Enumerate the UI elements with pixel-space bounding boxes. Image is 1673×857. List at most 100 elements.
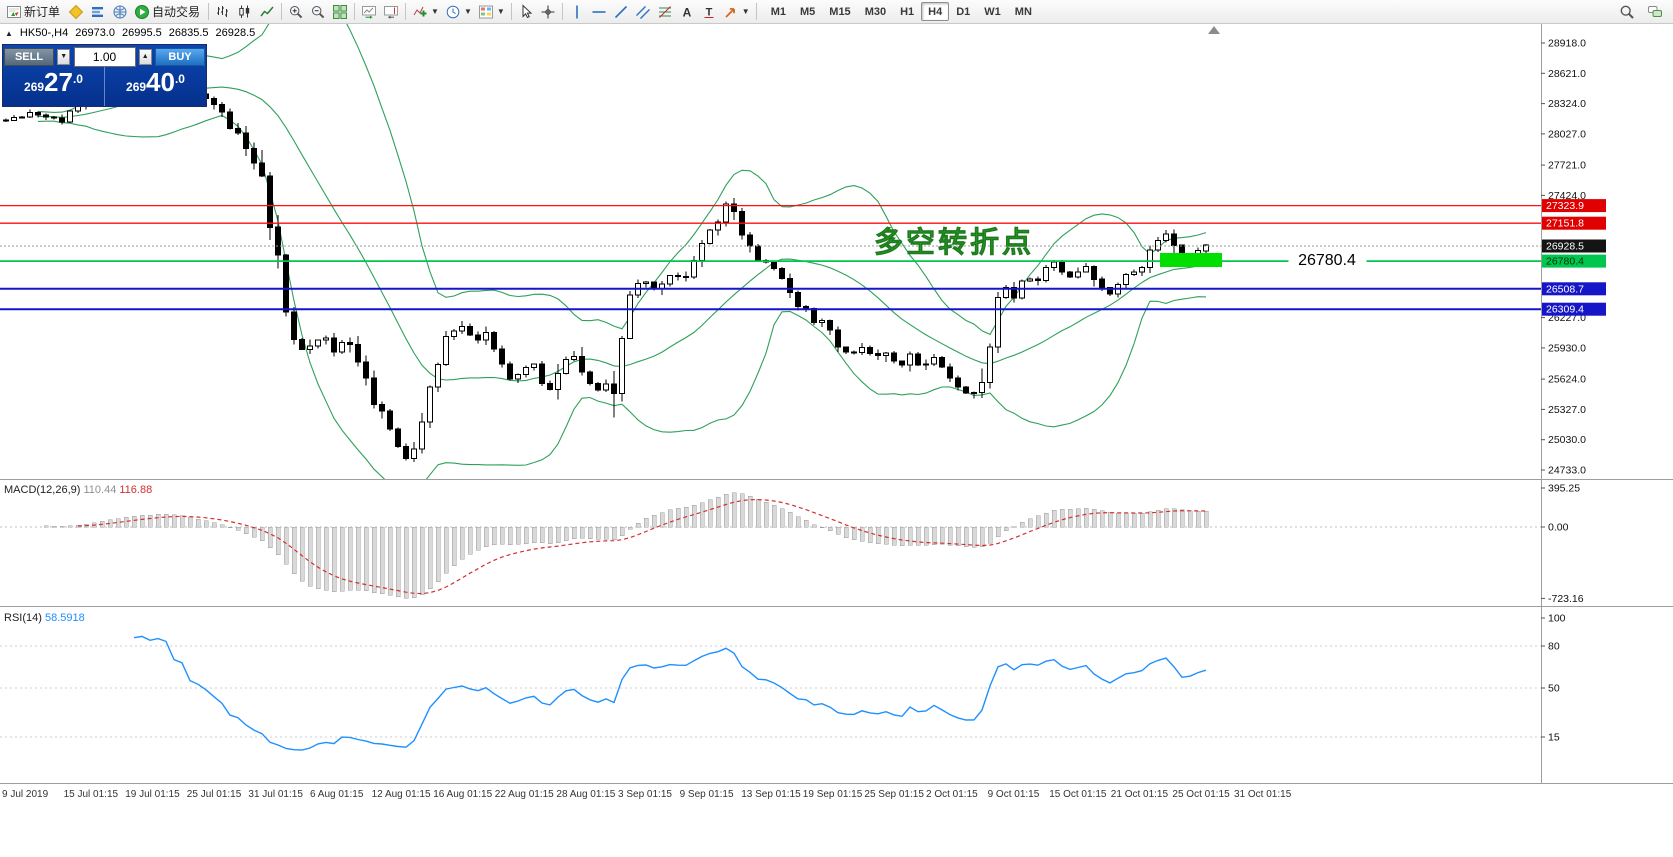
macd-histogram-bar [691,504,697,528]
ohlc-low: 26835.5 [168,27,209,39]
line-chart-mode-button[interactable] [256,2,278,22]
timeframe-button-h1[interactable]: H1 [893,2,921,21]
indicators-button[interactable]: ▼ [409,2,442,22]
sell-price[interactable]: 269 27.0 [24,67,83,97]
one-click-collapse-toggle[interactable]: ▲ [5,28,13,38]
vertical-line-button[interactable] [566,2,588,22]
annotation-price-label-box[interactable] [1288,248,1367,273]
macd-histogram-bar [1187,510,1193,528]
macd-histogram-bar [739,493,745,528]
macd-histogram-bar [619,526,625,537]
macd-histogram [43,492,1209,599]
candle-body [987,346,993,383]
bar-chart-mode-button[interactable] [212,2,234,22]
price-badge [1542,199,1606,213]
macd-histogram-bar [627,526,633,530]
chat-button[interactable] [1644,2,1666,22]
macd-histogram-bar [515,526,521,545]
candle-body [667,275,673,285]
timeframe-button-mn[interactable]: MN [1008,2,1039,21]
text-label-button[interactable]: T [698,2,720,22]
macd-histogram-bar [659,512,665,528]
chart-shift-marker[interactable] [1208,26,1220,34]
candle-body [579,355,585,373]
metaquotes-services-button[interactable] [109,2,131,22]
price-badge-label: 26928.5 [1546,241,1584,253]
vertical-line-icon [569,4,585,20]
sell-button[interactable]: SELL [4,47,54,66]
price-axis-label: 27424.0 [1548,190,1586,202]
crosshair-button[interactable] [537,2,559,22]
volume-input[interactable] [73,46,136,67]
macd-histogram-bar [1043,512,1049,528]
macd-histogram-bar [147,514,153,528]
timeframe-button-w1[interactable]: W1 [977,2,1008,21]
depth-of-market-icon [90,4,106,20]
candle-body [1091,266,1097,280]
macd-histogram-bar [1027,518,1033,528]
timeframe-button-m1[interactable]: M1 [764,2,793,21]
candle-body [259,162,265,177]
trendline-button[interactable] [610,2,632,22]
macd-histogram-bar [163,514,169,528]
cursor-button[interactable] [515,2,537,22]
zoom-out-button[interactable] [307,2,329,22]
macd-histogram-bar [203,520,209,528]
arrows-button[interactable]: ▼ [720,2,753,22]
candlestick-mode-button[interactable] [234,2,256,22]
timeframe-button-m5[interactable]: M5 [793,2,822,21]
zoom-in-magnifier-icon [288,4,304,20]
macd-histogram-bar [819,526,825,528]
auto-scroll-button[interactable] [358,2,380,22]
annotation-turning-point-text[interactable]: 多空转折点 [874,225,1034,260]
candle-body [923,363,929,366]
macd-histogram-bar [555,526,561,543]
buy-price[interactable]: 269 40.0 [104,67,206,106]
fibonacci-button[interactable] [654,2,676,22]
timeframe-button-d1[interactable]: D1 [949,2,977,21]
horizontal-line-button[interactable] [588,2,610,22]
macd-histogram-bar [339,526,345,592]
candle-body [395,428,401,447]
candle-body [499,348,505,365]
macd-histogram-bar [411,526,417,599]
macd-histogram-bar [947,526,953,546]
autotrading-button[interactable]: 自动交易 [131,2,205,22]
macd-histogram-bar [987,526,993,544]
macd-histogram-bar [1131,513,1137,528]
candle-body [1075,271,1081,278]
toolbar-separator [405,3,407,20]
chart-shift-button[interactable] [380,2,402,22]
mql5-community-button[interactable] [65,2,87,22]
zoom-in-button[interactable] [285,2,307,22]
tile-windows-button[interactable] [329,2,351,22]
periods-button[interactable]: ▼ [442,2,475,22]
macd-histogram-bar [979,526,985,548]
timeframe-button-m30[interactable]: M30 [858,2,893,21]
search-button[interactable] [1616,2,1638,22]
macd-histogram-bar [1195,511,1201,528]
new-order-button[interactable]: 新订单 [3,2,65,22]
cursor-arrow-icon [518,3,534,20]
macd-histogram-bar [651,514,657,528]
candle-body [243,132,249,150]
volume-decrease-button[interactable]: ▼ [57,48,71,65]
timeframe-button-m15[interactable]: M15 [822,2,857,21]
candle-body [603,383,609,391]
annotation-highlight-rect[interactable] [1160,253,1222,267]
timeframe-button-h4[interactable]: H4 [921,2,950,21]
templates-button[interactable]: ▼ [475,2,508,22]
depth-of-market-button[interactable] [87,2,109,22]
candle-body [731,203,737,213]
price-axis-label: 25327.0 [1548,404,1586,416]
channel-button[interactable] [632,2,654,22]
macd-histogram-bar [731,492,737,528]
text-button[interactable]: A [676,2,698,22]
candle-body [3,119,9,122]
candle-body [1107,287,1113,295]
buy-button[interactable]: BUY [155,47,205,66]
volume-increase-button[interactable]: ▲ [138,48,152,65]
macd-histogram-bar [803,520,809,528]
candle-body [611,383,617,395]
